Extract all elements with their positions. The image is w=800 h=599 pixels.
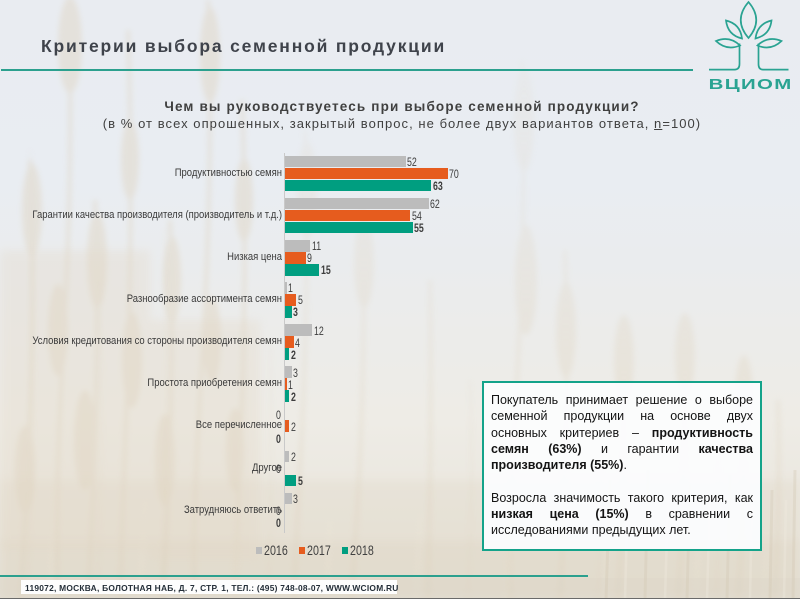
svg-text:ВЦИОМ: ВЦИОМ — [709, 76, 793, 93]
